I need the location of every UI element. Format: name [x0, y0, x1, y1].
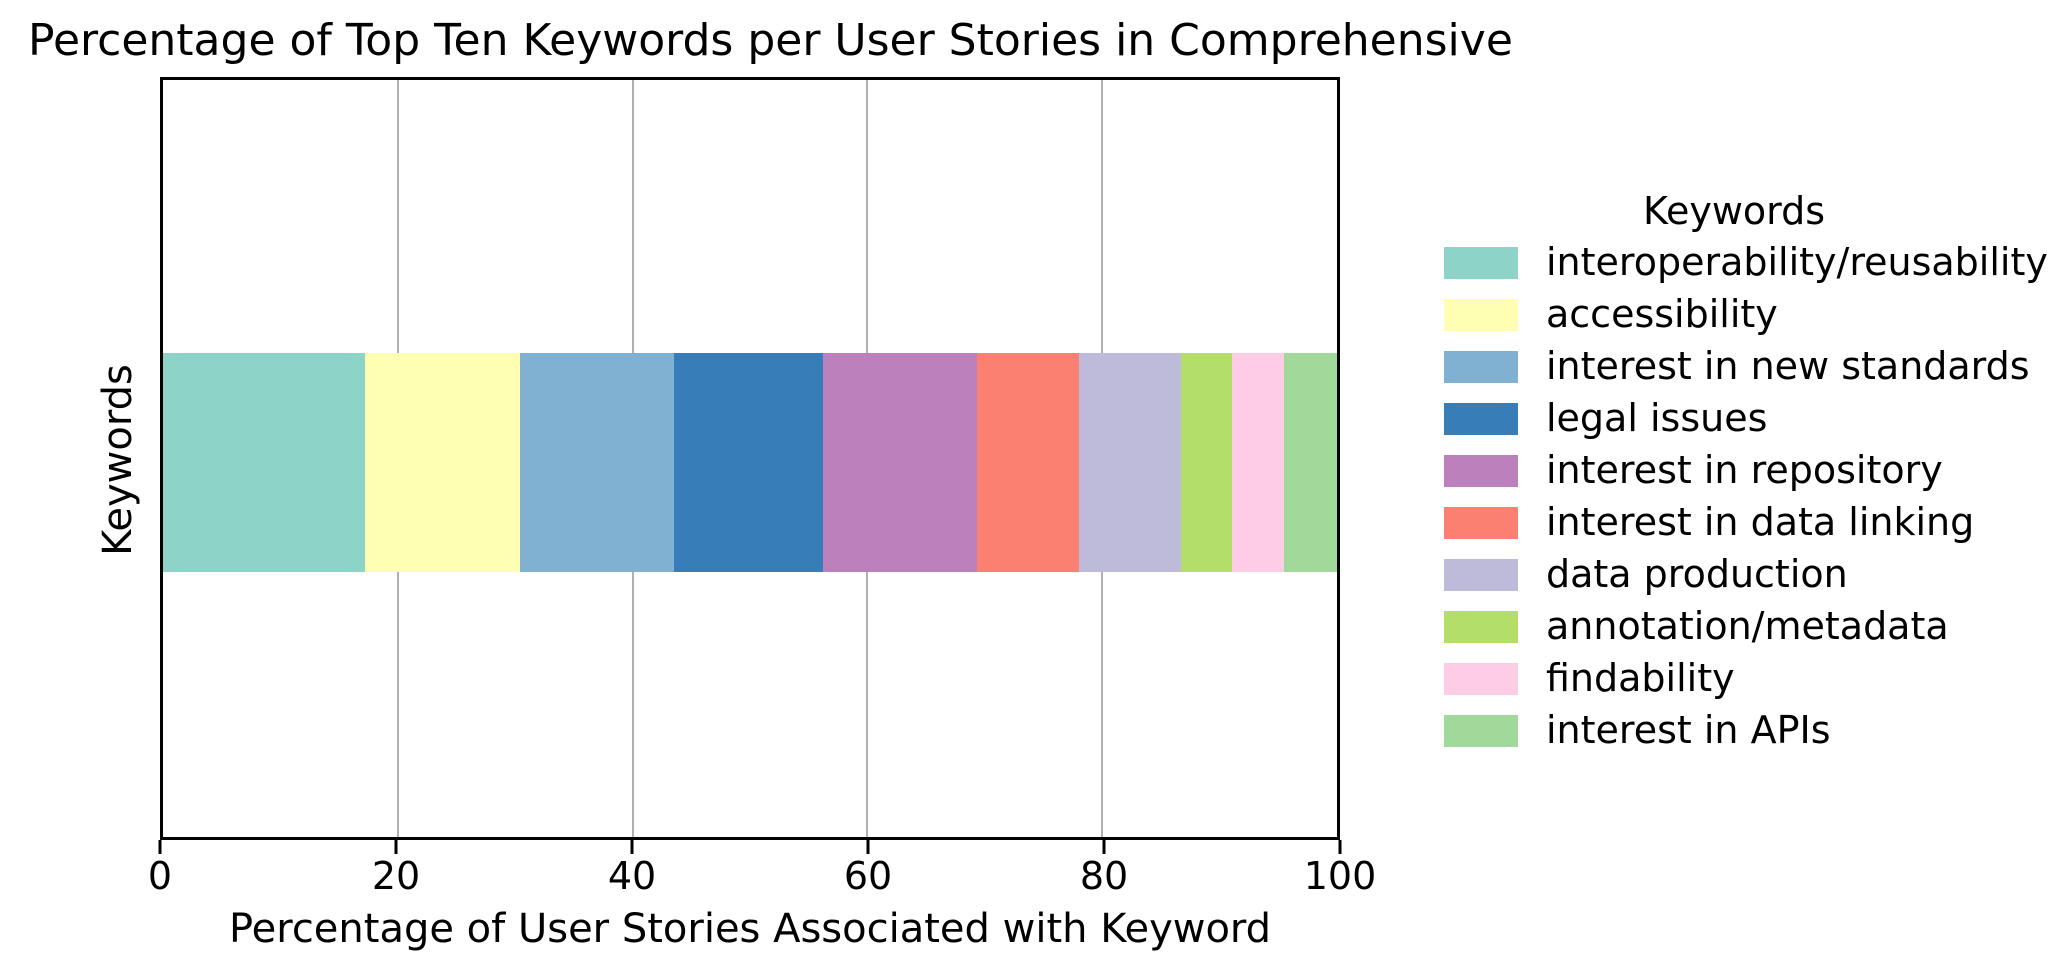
- x-axis-tick: [158, 840, 162, 854]
- bar-segment-findability: [1232, 353, 1285, 572]
- legend-label: annotation/metadata: [1546, 604, 1949, 649]
- legend-item: interest in data linking: [1444, 497, 2024, 549]
- x-axis-label: Percentage of User Stories Associated wi…: [228, 906, 1272, 952]
- stacked-bar: [163, 353, 1337, 572]
- legend-swatch-icon: [1444, 247, 1518, 279]
- x-axis-tick-label: 80: [1079, 854, 1129, 898]
- chart-title: Percentage of Top Ten Keywords per User …: [28, 15, 1513, 66]
- legend-item: findability: [1444, 653, 2024, 705]
- legend-swatch-icon: [1444, 403, 1518, 435]
- legend-swatch-icon: [1444, 351, 1518, 383]
- legend-label: interest in data linking: [1546, 500, 1975, 545]
- legend: Keywords interoperability/reusability acc…: [1444, 185, 2048, 757]
- bar-segment-interoperability-reusability: [163, 353, 365, 572]
- legend-item: interoperability/reusability: [1444, 237, 2048, 289]
- legend-label: interest in APIs: [1546, 708, 1831, 753]
- legend-swatch-icon: [1444, 559, 1518, 591]
- legend-label: interest in new standards: [1546, 344, 2030, 389]
- legend-items-group: interoperability/reusability accessibilit…: [1444, 237, 2048, 757]
- legend-item: interest in repository: [1444, 445, 2024, 497]
- legend-label: accessibility: [1546, 292, 1778, 337]
- x-axis-tick-label: 100: [1303, 854, 1377, 898]
- bar-segment-legal-issues: [673, 353, 823, 572]
- bar-segment-annotation-metadata: [1180, 353, 1233, 572]
- x-axis-tick: [866, 840, 870, 854]
- legend-swatch-icon: [1444, 611, 1518, 643]
- legend-label: interoperability/reusability: [1546, 240, 2048, 285]
- x-axis-tick: [1338, 840, 1342, 854]
- x-axis-tick: [630, 840, 634, 854]
- x-axis-tick-label: 0: [147, 854, 173, 898]
- legend-item: accessibility: [1444, 289, 2024, 341]
- bar-segment-interest-in-data-linking: [976, 353, 1079, 572]
- legend-title: Keywords: [1642, 189, 1826, 233]
- legend-item: annotation/metadata: [1444, 601, 2024, 653]
- x-axis-tick-label: 40: [607, 854, 657, 898]
- legend-swatch-icon: [1444, 299, 1518, 331]
- legend-item: legal issues: [1444, 393, 2024, 445]
- bar-segment-interest-in-repository: [822, 353, 977, 572]
- bar-segment-interest-in-new-standards: [519, 353, 674, 572]
- x-axis-tick-label: 60: [843, 854, 893, 898]
- legend-item: interest in new standards: [1444, 341, 2030, 393]
- legend-item: interest in APIs: [1444, 705, 2024, 757]
- legend-swatch-icon: [1444, 715, 1518, 747]
- bar-segment-data-production: [1078, 353, 1181, 572]
- bar-segment-interest-in-apis: [1284, 353, 1337, 572]
- plot-area: [160, 77, 1340, 840]
- legend-swatch-icon: [1444, 507, 1518, 539]
- y-axis-label: Keywords: [95, 364, 141, 556]
- legend-label: data production: [1546, 552, 1848, 597]
- x-axis-tick: [394, 840, 398, 854]
- legend-swatch-icon: [1444, 455, 1518, 487]
- legend-swatch-icon: [1444, 663, 1518, 695]
- plot-inner: [163, 80, 1337, 837]
- x-axis-tick: [1102, 840, 1106, 854]
- legend-item: data production: [1444, 549, 2024, 601]
- legend-label: interest in repository: [1546, 448, 1943, 493]
- bar-segment-accessibility: [364, 353, 520, 572]
- legend-label: findability: [1546, 656, 1735, 701]
- x-axis-tick-label: 20: [371, 854, 421, 898]
- legend-label: legal issues: [1546, 396, 1768, 441]
